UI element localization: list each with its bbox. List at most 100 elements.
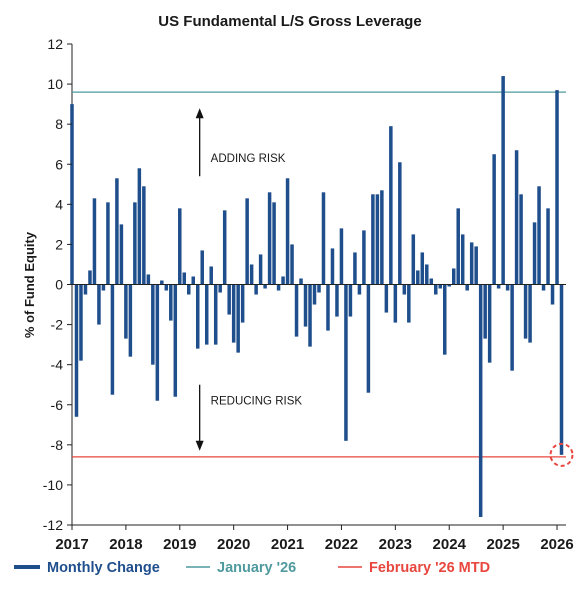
y-tick-label: -12 <box>43 517 63 533</box>
bar-2020-11 <box>276 284 281 291</box>
bar-2020-04 <box>245 198 249 285</box>
bar-2021-08 <box>317 284 321 293</box>
bar-2017-10 <box>110 284 115 395</box>
bar-2024-11 <box>492 154 496 285</box>
bar-2018-10 <box>164 284 169 291</box>
chart-title: US Fundamental L/S Gross Leverage <box>158 13 421 30</box>
bar-2024-12 <box>496 284 501 289</box>
bar-2017-02 <box>74 284 79 417</box>
bar-2019-12 <box>227 284 231 315</box>
arrow-down-icon <box>195 440 204 451</box>
bar-2019-09 <box>213 284 218 345</box>
bar-2017-08 <box>101 284 106 291</box>
y-tick-label: 0 <box>55 277 63 293</box>
bar-2025-02 <box>505 284 510 291</box>
bar-2019-10 <box>218 284 222 293</box>
bar-2024-02 <box>451 268 456 285</box>
highlight-circle <box>549 442 574 467</box>
bar-2018-06 <box>146 274 151 285</box>
bar-2019-04 <box>191 276 195 285</box>
bar-2022-04 <box>353 252 357 285</box>
y-tick-label: -8 <box>51 437 64 453</box>
bar-2023-06 <box>416 270 420 285</box>
bar-2025-05 <box>519 194 523 285</box>
bar-2021-04 <box>299 278 303 285</box>
x-tick-label: 2020 <box>217 536 250 553</box>
bar-2022-07 <box>366 284 371 393</box>
bar-2021-02 <box>290 244 294 285</box>
bar-2020-01 <box>231 284 236 343</box>
bar-2021-10 <box>326 284 330 331</box>
bar-2019-08 <box>209 266 213 285</box>
bar-2019-02 <box>182 272 187 285</box>
bar-2017-03 <box>79 284 83 361</box>
bar-2023-08 <box>425 264 429 285</box>
x-tick-label: 2023 <box>379 536 412 553</box>
arrow-up-icon <box>195 108 204 119</box>
x-tick-label: 2024 <box>433 536 467 553</box>
bar-2019-06 <box>200 250 204 285</box>
bar-2020-06 <box>254 284 258 295</box>
y-tick-label: -4 <box>51 357 64 373</box>
bar-2017-04 <box>83 284 88 295</box>
bar-2023-11 <box>438 284 442 289</box>
bar-2018-11 <box>169 284 173 321</box>
bar-2018-05 <box>142 186 146 285</box>
bar-2023-02 <box>398 162 402 285</box>
bar-2024-03 <box>456 208 460 285</box>
bar-2020-08 <box>263 284 267 289</box>
bar-2017-05 <box>88 270 92 285</box>
bar-2022-02 <box>344 284 348 441</box>
bar-2025-10 <box>541 284 546 291</box>
x-tick-label: 2025 <box>486 536 519 553</box>
bar-2021-11 <box>330 248 335 285</box>
bar-2019-07 <box>204 284 209 345</box>
bar-2018-07 <box>151 284 155 365</box>
x-tick-label: 2026 <box>540 536 573 553</box>
bar-2021-05 <box>303 284 308 327</box>
bar-2017-12 <box>119 224 124 285</box>
bar-2025-09 <box>537 186 541 285</box>
bar-2024-10 <box>487 284 492 363</box>
x-tick-label: 2018 <box>109 536 142 553</box>
bar-2019-01 <box>178 208 182 285</box>
x-tick-label: 2021 <box>271 536 304 553</box>
bar-2023-01 <box>393 284 398 323</box>
bar-2020-07 <box>258 254 263 285</box>
bar-2022-11 <box>384 284 389 313</box>
bar-2017-06 <box>92 198 97 285</box>
x-tick-label: 2022 <box>325 536 358 553</box>
bar-2021-07 <box>312 284 317 305</box>
bar-2024-09 <box>483 284 487 339</box>
y-tick-label: 10 <box>47 76 63 92</box>
bar-2021-03 <box>294 284 299 337</box>
bar-2023-12 <box>442 284 447 355</box>
bar-2023-10 <box>434 284 438 295</box>
y-axis-title: % of Fund Equity <box>22 231 37 338</box>
reducing-risk-label: REDUCING RISK <box>211 396 303 408</box>
bar-2025-03 <box>510 284 514 371</box>
bar-2024-08 <box>478 284 483 517</box>
bar-2017-01 <box>70 104 74 285</box>
legend-label-2: February '26 MTD <box>369 560 490 576</box>
bar-2021-12 <box>335 284 339 317</box>
bar-2026-02 <box>559 284 564 455</box>
bar-2025-07 <box>528 284 532 343</box>
bar-2025-04 <box>514 150 519 285</box>
bar-2022-09 <box>375 194 380 285</box>
bar-2022-05 <box>357 284 362 295</box>
bar-2023-05 <box>411 234 416 285</box>
bar-2020-09 <box>267 192 272 285</box>
bar-2020-03 <box>240 284 245 323</box>
bar-2025-06 <box>523 284 528 339</box>
bar-2018-09 <box>160 280 164 285</box>
y-tick-label: 2 <box>55 236 63 252</box>
y-tick-label: 4 <box>55 196 63 212</box>
y-tick-label: -10 <box>43 477 63 493</box>
bar-2018-04 <box>137 168 142 285</box>
bar-2022-06 <box>362 230 366 285</box>
bar-2020-02 <box>236 284 240 353</box>
bar-2022-01 <box>339 228 344 285</box>
